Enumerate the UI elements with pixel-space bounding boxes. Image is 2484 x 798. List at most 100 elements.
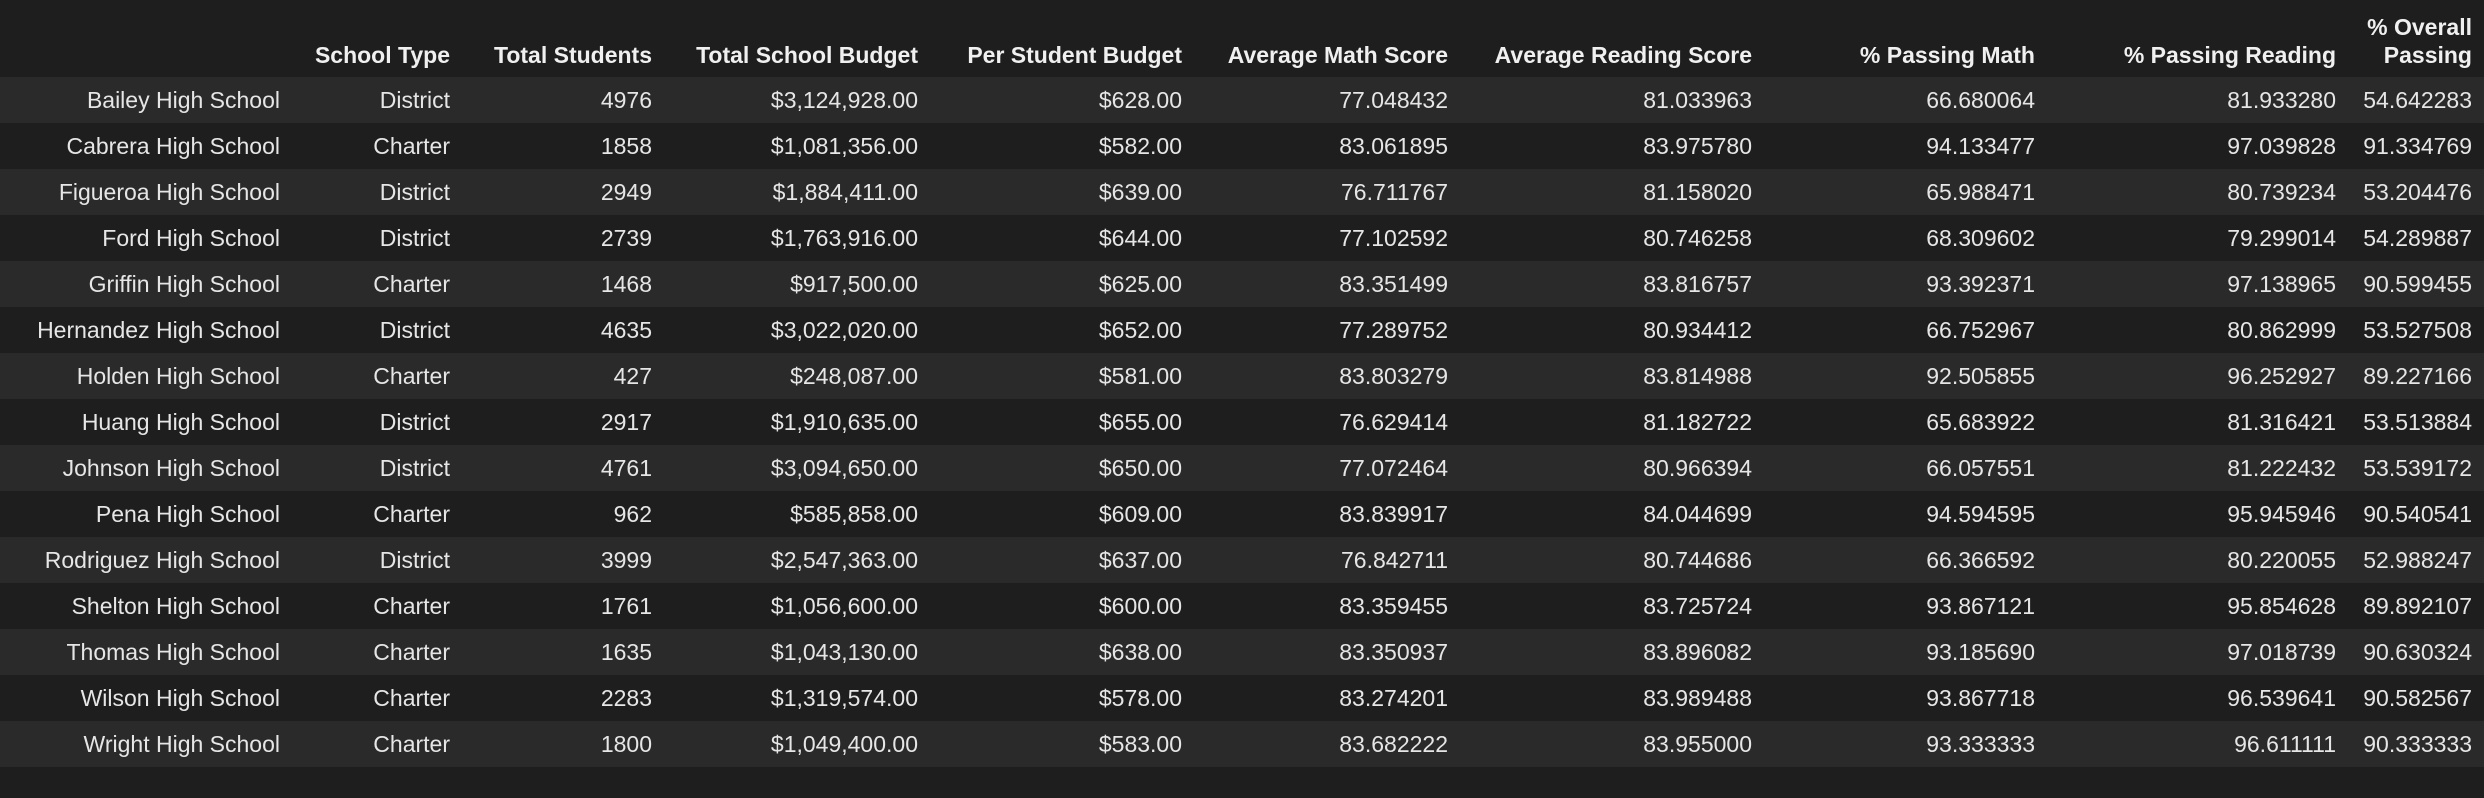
avg-reading-score-cell: 83.896082 xyxy=(1643,639,1752,665)
pct-passing-math-cell: 66.680064 xyxy=(1926,87,2035,113)
school-name-cell: Thomas High School xyxy=(66,639,281,665)
per-student-budget-cell: $628.00 xyxy=(1098,87,1182,113)
per-student-budget-cell: $644.00 xyxy=(1098,225,1182,251)
avg-reading-score-cell: 84.044699 xyxy=(1643,501,1752,527)
school-type-cell: District xyxy=(379,317,450,343)
total-students-cell: 2739 xyxy=(600,225,652,251)
table-row: Wilson High School Charter 2283 $1,319,574.… xyxy=(0,675,2484,721)
pct-overall-passing-cell: 89.227166 xyxy=(2363,363,2472,389)
per-student-budget-cell: $655.00 xyxy=(1098,409,1182,435)
avg-reading-score-cell: 81.182722 xyxy=(1643,409,1752,435)
table-row: Pena High School Charter 962 $585,858.00 $60… xyxy=(0,491,2484,537)
avg-reading-score-cell: 83.725724 xyxy=(1643,593,1752,619)
school-name-cell: Cabrera High School xyxy=(66,133,280,159)
pct-overall-passing-cell: 89.892107 xyxy=(2363,593,2472,619)
school-type-cell: District xyxy=(379,455,450,481)
per-student-budget-cell: $582.00 xyxy=(1098,133,1182,159)
total-students-cell: 2949 xyxy=(600,179,652,205)
header-row: School Type Total Students Total School … xyxy=(0,0,2484,77)
avg-math-score-cell: 83.803279 xyxy=(1339,363,1448,389)
per-student-budget-cell: $581.00 xyxy=(1098,363,1182,389)
total-budget-cell: $917,500.00 xyxy=(790,271,918,297)
avg-reading-score-cell: 83.816757 xyxy=(1643,271,1752,297)
total-students-cell: 4976 xyxy=(600,87,652,113)
school-name-cell: Ford High School xyxy=(102,225,280,251)
avg-math-score-cell: 77.289752 xyxy=(1339,317,1448,343)
per-student-budget-cell: $600.00 xyxy=(1098,593,1182,619)
header-school-type: School Type xyxy=(314,42,450,68)
pct-overall-passing-cell: 53.204476 xyxy=(2363,179,2472,205)
pct-passing-math-cell: 66.057551 xyxy=(1926,455,2035,481)
table-row: Griffin High School Charter 1468 $917,500.0… xyxy=(0,261,2484,307)
table-row: Bailey High School District 4976 $3,124,928… xyxy=(0,77,2484,123)
header-pct-overall-passing: % Overall Passing xyxy=(2367,14,2472,68)
per-student-budget-cell: $609.00 xyxy=(1098,501,1182,527)
pct-passing-math-cell: 65.988471 xyxy=(1926,179,2035,205)
total-students-cell: 427 xyxy=(613,363,652,389)
school-name-cell: Hernandez High School xyxy=(37,317,280,343)
total-students-cell: 2917 xyxy=(600,409,652,435)
table-row: Hernandez High School District 4635 $3,022,… xyxy=(0,307,2484,353)
school-name-cell: Pena High School xyxy=(95,501,280,527)
table-body: Bailey High School District 4976 $3,124,928… xyxy=(0,77,2484,767)
pct-passing-math-cell: 66.752967 xyxy=(1926,317,2035,343)
pct-passing-reading-cell: 95.945946 xyxy=(2227,501,2336,527)
school-type-cell: Charter xyxy=(373,271,450,297)
total-students-cell: 1761 xyxy=(600,593,652,619)
per-student-budget-cell: $638.00 xyxy=(1098,639,1182,665)
avg-math-score-cell: 76.629414 xyxy=(1339,409,1448,435)
pct-passing-math-cell: 66.366592 xyxy=(1926,547,2035,573)
table-row: Rodriguez High School District 3999 $2,547,… xyxy=(0,537,2484,583)
pct-passing-math-cell: 93.185690 xyxy=(1926,639,2035,665)
avg-math-score-cell: 77.072464 xyxy=(1339,455,1448,481)
avg-reading-score-cell: 81.033963 xyxy=(1643,87,1752,113)
total-students-cell: 1468 xyxy=(600,271,652,297)
pct-passing-math-cell: 68.309602 xyxy=(1926,225,2035,251)
pct-overall-passing-cell: 90.582567 xyxy=(2363,685,2472,711)
total-budget-cell: $1,319,574.00 xyxy=(770,685,918,711)
avg-reading-score-cell: 80.966394 xyxy=(1643,455,1752,481)
school-name-cell: Wright High School xyxy=(83,731,280,757)
pct-passing-math-cell: 93.333333 xyxy=(1926,731,2035,757)
pct-passing-math-cell: 93.867121 xyxy=(1926,593,2035,619)
pct-overall-passing-cell: 90.333333 xyxy=(2363,731,2472,757)
school-type-cell: Charter xyxy=(373,501,450,527)
school-type-cell: District xyxy=(379,547,450,573)
per-student-budget-cell: $650.00 xyxy=(1098,455,1182,481)
school-name-cell: Bailey High School xyxy=(86,87,280,113)
pct-passing-math-cell: 94.133477 xyxy=(1926,133,2035,159)
pct-overall-passing-cell: 90.540541 xyxy=(2363,501,2472,527)
avg-reading-score-cell: 83.989488 xyxy=(1643,685,1752,711)
avg-reading-score-cell: 80.744686 xyxy=(1643,547,1752,573)
per-student-budget-cell: $578.00 xyxy=(1098,685,1182,711)
pct-passing-reading-cell: 79.299014 xyxy=(2227,225,2336,251)
pct-passing-reading-cell: 97.039828 xyxy=(2227,133,2336,159)
table-row: Holden High School Charter 427 $248,087.00 $… xyxy=(0,353,2484,399)
school-name-cell: Huang High School xyxy=(81,409,280,435)
school-type-cell: District xyxy=(379,225,450,251)
total-budget-cell: $2,547,363.00 xyxy=(770,547,918,573)
total-budget-cell: $1,081,356.00 xyxy=(770,133,918,159)
header-school-name xyxy=(0,0,292,77)
table-row: Thomas High School Charter 1635 $1,043,130.… xyxy=(0,629,2484,675)
total-budget-cell: $3,124,928.00 xyxy=(770,87,918,113)
avg-math-score-cell: 83.061895 xyxy=(1339,133,1448,159)
pct-overall-passing-cell: 53.527508 xyxy=(2363,317,2472,343)
pct-passing-reading-cell: 80.862999 xyxy=(2227,317,2336,343)
school-type-cell: Charter xyxy=(373,593,450,619)
table-row: Figueroa High School District 2949 $1,884,4… xyxy=(0,169,2484,215)
total-students-cell: 962 xyxy=(613,501,652,527)
table-row: Shelton High School Charter 1761 $1,056,600… xyxy=(0,583,2484,629)
pct-passing-reading-cell: 96.611111 xyxy=(2234,731,2336,757)
school-name-cell: Shelton High School xyxy=(71,593,280,619)
total-budget-cell: $1,049,400.00 xyxy=(770,731,918,757)
school-name-cell: Holden High School xyxy=(76,363,280,389)
pct-passing-reading-cell: 80.220055 xyxy=(2227,547,2336,573)
avg-reading-score-cell: 80.934412 xyxy=(1643,317,1752,343)
per-student-budget-cell: $625.00 xyxy=(1098,271,1182,297)
avg-reading-score-cell: 80.746258 xyxy=(1643,225,1752,251)
school-name-cell: Figueroa High School xyxy=(58,179,280,205)
total-budget-cell: $585,858.00 xyxy=(790,501,918,527)
per-student-budget-cell: $639.00 xyxy=(1098,179,1182,205)
school-name-cell: Wilson High School xyxy=(80,685,280,711)
